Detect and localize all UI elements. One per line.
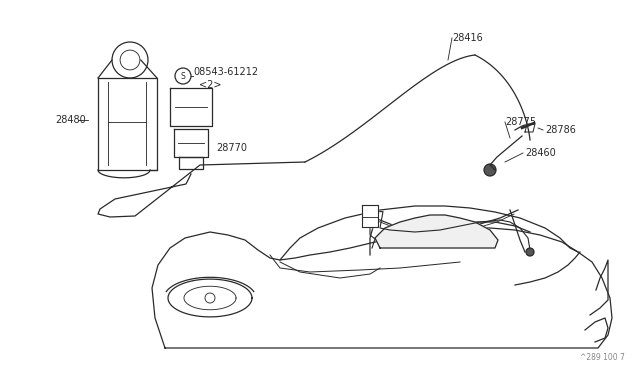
Text: <2>: <2> bbox=[199, 80, 221, 90]
Text: ^289 100 7: ^289 100 7 bbox=[580, 353, 625, 362]
Polygon shape bbox=[362, 205, 378, 227]
Polygon shape bbox=[168, 279, 252, 317]
Circle shape bbox=[526, 248, 534, 256]
Circle shape bbox=[484, 164, 496, 176]
Text: 28775: 28775 bbox=[505, 117, 536, 127]
Text: 28786: 28786 bbox=[545, 125, 576, 135]
Text: 08543-61212: 08543-61212 bbox=[193, 67, 258, 77]
Text: 28460: 28460 bbox=[525, 148, 556, 158]
Text: 28416: 28416 bbox=[452, 33, 483, 43]
Text: S: S bbox=[180, 71, 186, 80]
Circle shape bbox=[205, 293, 215, 303]
Polygon shape bbox=[280, 206, 578, 260]
Text: 28770: 28770 bbox=[216, 143, 247, 153]
Polygon shape bbox=[152, 228, 612, 348]
Polygon shape bbox=[375, 215, 498, 248]
Text: 28480: 28480 bbox=[55, 115, 86, 125]
